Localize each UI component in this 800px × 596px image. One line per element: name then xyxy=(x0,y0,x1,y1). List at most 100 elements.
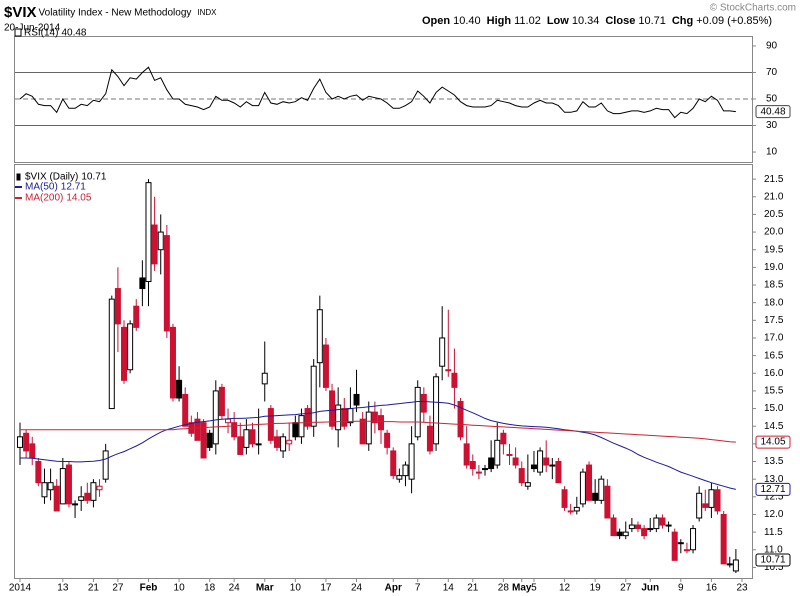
value-tag-label: 40.48 xyxy=(760,106,785,117)
x-tick-label: 12 xyxy=(559,583,571,594)
candle-body xyxy=(518,468,525,484)
candle-body xyxy=(59,468,66,505)
candle-body xyxy=(726,563,733,566)
legend-icon xyxy=(14,28,22,37)
candle-body xyxy=(732,559,739,572)
y-tick-label: 15.0 xyxy=(764,403,784,414)
candle-body xyxy=(359,418,366,445)
candle-body xyxy=(390,450,397,477)
candle-body xyxy=(102,450,109,480)
y-tick-label: 16.5 xyxy=(764,350,784,361)
candle-body xyxy=(494,439,501,466)
x-tick-label: 18 xyxy=(204,583,216,594)
quote-value: 10.71 xyxy=(638,15,666,27)
candle-body xyxy=(335,404,342,431)
instrument-name: Volatility Index - New Methodology xyxy=(39,8,192,19)
candle-body xyxy=(371,411,378,424)
x-tick-label: 13 xyxy=(57,583,69,594)
candle-body xyxy=(243,429,250,448)
candle-body xyxy=(475,471,482,474)
candle-body xyxy=(35,461,42,484)
candle-body xyxy=(218,386,225,417)
value-tag-label: 12.71 xyxy=(760,484,785,495)
x-tick-label: 24 xyxy=(351,583,363,594)
x-tick-label: 23 xyxy=(736,583,748,594)
y-tick-label: 10 xyxy=(766,147,778,158)
candle-body xyxy=(378,415,384,431)
exchange: INDX xyxy=(197,8,217,17)
y-tick-label: 10.5 xyxy=(764,562,784,573)
value-tag xyxy=(755,105,791,119)
quote-value: 10.40 xyxy=(453,15,481,27)
candle-body xyxy=(194,418,201,441)
y-tick-label: 21.0 xyxy=(764,191,784,202)
quote-label: Close xyxy=(605,15,635,27)
candle-body xyxy=(549,464,556,467)
candle-body xyxy=(163,235,170,332)
candle-body xyxy=(457,401,464,438)
y-tick-label: 20.5 xyxy=(764,209,784,220)
y-tick-label: 70 xyxy=(766,67,778,78)
x-tick-label: 16 xyxy=(706,583,718,594)
legend-value: 12.71 xyxy=(61,182,86,193)
candle-body xyxy=(304,408,311,427)
candle-body xyxy=(396,475,403,480)
candle-body xyxy=(488,457,495,470)
candle-body xyxy=(206,432,213,448)
candle-body xyxy=(169,326,176,399)
candle-body xyxy=(200,422,207,459)
y-tick-label: 12.0 xyxy=(764,509,784,520)
moving-average xyxy=(20,420,736,443)
candle-body xyxy=(267,408,274,441)
candle-body xyxy=(84,492,91,501)
candle-body xyxy=(506,453,513,456)
candle-body xyxy=(586,464,593,501)
candle-body xyxy=(714,489,721,512)
candle-body xyxy=(567,510,574,513)
candle-body xyxy=(604,485,611,519)
y-tick-label: 19.5 xyxy=(764,244,784,255)
candle-body xyxy=(23,432,30,452)
candle-body xyxy=(665,524,672,527)
candle-body xyxy=(347,408,354,424)
candle-body xyxy=(671,531,678,561)
candle-body xyxy=(469,461,476,470)
candle-body xyxy=(561,489,568,508)
x-tick-label: 21 xyxy=(467,583,479,594)
candle-body xyxy=(353,393,360,406)
x-tick-label: 27 xyxy=(620,583,632,594)
y-tick-label: 50 xyxy=(766,94,778,105)
x-tick-label: 14 xyxy=(443,583,455,594)
candle-body xyxy=(255,443,262,446)
candle-body xyxy=(500,432,507,445)
candle-body xyxy=(365,411,372,445)
rsi-line xyxy=(19,66,736,119)
value-tag-label: 14.05 xyxy=(760,437,785,448)
legend-name: MA(200) xyxy=(25,193,63,204)
candle-body xyxy=(182,393,189,427)
candle-body xyxy=(659,517,666,526)
candle-body xyxy=(690,528,697,551)
quote-value: 10.34 xyxy=(572,15,600,27)
candle-body xyxy=(402,464,409,477)
candle-body xyxy=(414,386,421,438)
candle-body xyxy=(121,326,128,381)
candle-body xyxy=(261,372,268,385)
y-tick-label: 90 xyxy=(766,41,778,52)
y-tick-label: 12.5 xyxy=(764,491,784,502)
candle-body xyxy=(29,443,36,459)
candle-body xyxy=(641,528,648,537)
quote-label: Low xyxy=(547,15,569,27)
candle-body xyxy=(286,439,293,445)
candle-body xyxy=(543,457,550,466)
candle-body xyxy=(433,376,440,445)
candle-body xyxy=(451,372,458,388)
candle-body xyxy=(273,436,280,448)
candle-body xyxy=(225,418,232,424)
candle-body xyxy=(634,524,641,530)
candle-body xyxy=(647,528,654,531)
y-tick-label: 13.0 xyxy=(764,474,784,485)
y-tick-label: 17.0 xyxy=(764,333,784,344)
legend-name: MA(50) xyxy=(25,182,58,193)
